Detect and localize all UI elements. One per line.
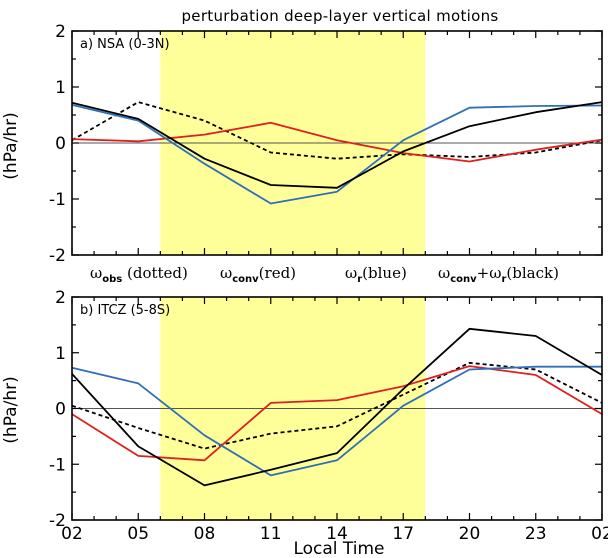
y-axis-title: (hPa/hr) xyxy=(1,112,21,179)
y-tick-label: 1 xyxy=(55,78,66,98)
y-tick-label: -2 xyxy=(49,246,66,266)
y-tick-label: 0 xyxy=(55,400,66,420)
legend-entry: ωconv+ωr(black) xyxy=(438,264,559,285)
figure-title: perturbation deep-layer vertical motions xyxy=(181,7,498,25)
y-tick-label: -1 xyxy=(49,455,66,475)
x-tick-label: 23 xyxy=(525,524,547,544)
legend-entry: ωr(blue) xyxy=(345,264,407,285)
y-tick-label: -2 xyxy=(49,511,66,531)
series-line-conv xyxy=(71,121,603,163)
x-tick-label: 14 xyxy=(326,524,348,544)
legend-entry: ωobs (dotted) xyxy=(90,264,188,285)
series-line-r xyxy=(71,365,602,477)
series-line-total xyxy=(71,327,603,487)
x-tick-label: 05 xyxy=(127,524,149,544)
y-tick-label: -1 xyxy=(49,190,66,210)
panel-a: 2 1 0 -1 -2 a) NSA (0-3N) (hPa/hr) xyxy=(1,22,603,266)
series-line-total xyxy=(71,101,603,189)
legend-entry: ωconv(red) xyxy=(220,264,296,285)
x-tick-label: 20 xyxy=(459,524,481,544)
series-line-conv xyxy=(71,365,603,462)
y-axis-title: (hPa/hr) xyxy=(1,376,21,443)
x-tick-label: 11 xyxy=(260,524,282,544)
series-line-r xyxy=(71,104,603,205)
x-axis-title: Local Time xyxy=(293,539,384,558)
legend: ωobs (dotted) ωconv(red) ωr(blue) ωconv+ωr(… xyxy=(90,264,559,285)
panel-label: a) NSA (0-3N) xyxy=(80,37,170,52)
y-tick-label: 2 xyxy=(55,22,66,42)
y-tick-label: 2 xyxy=(55,288,66,308)
x-tick-label: 17 xyxy=(392,524,414,544)
y-tick-label: 0 xyxy=(55,134,66,154)
x-tick-label: 08 xyxy=(194,524,216,544)
panel-label: b) ITCZ (5-8S) xyxy=(80,303,170,318)
x-tick-label: 02 xyxy=(61,524,83,544)
y-tick-label: 1 xyxy=(55,344,66,364)
x-tick-label: 02 xyxy=(591,524,608,544)
panel-b: 210-1-202 05 08 11 14 17 20 23 02b) ITCZ (5-8S)(… xyxy=(1,288,608,544)
